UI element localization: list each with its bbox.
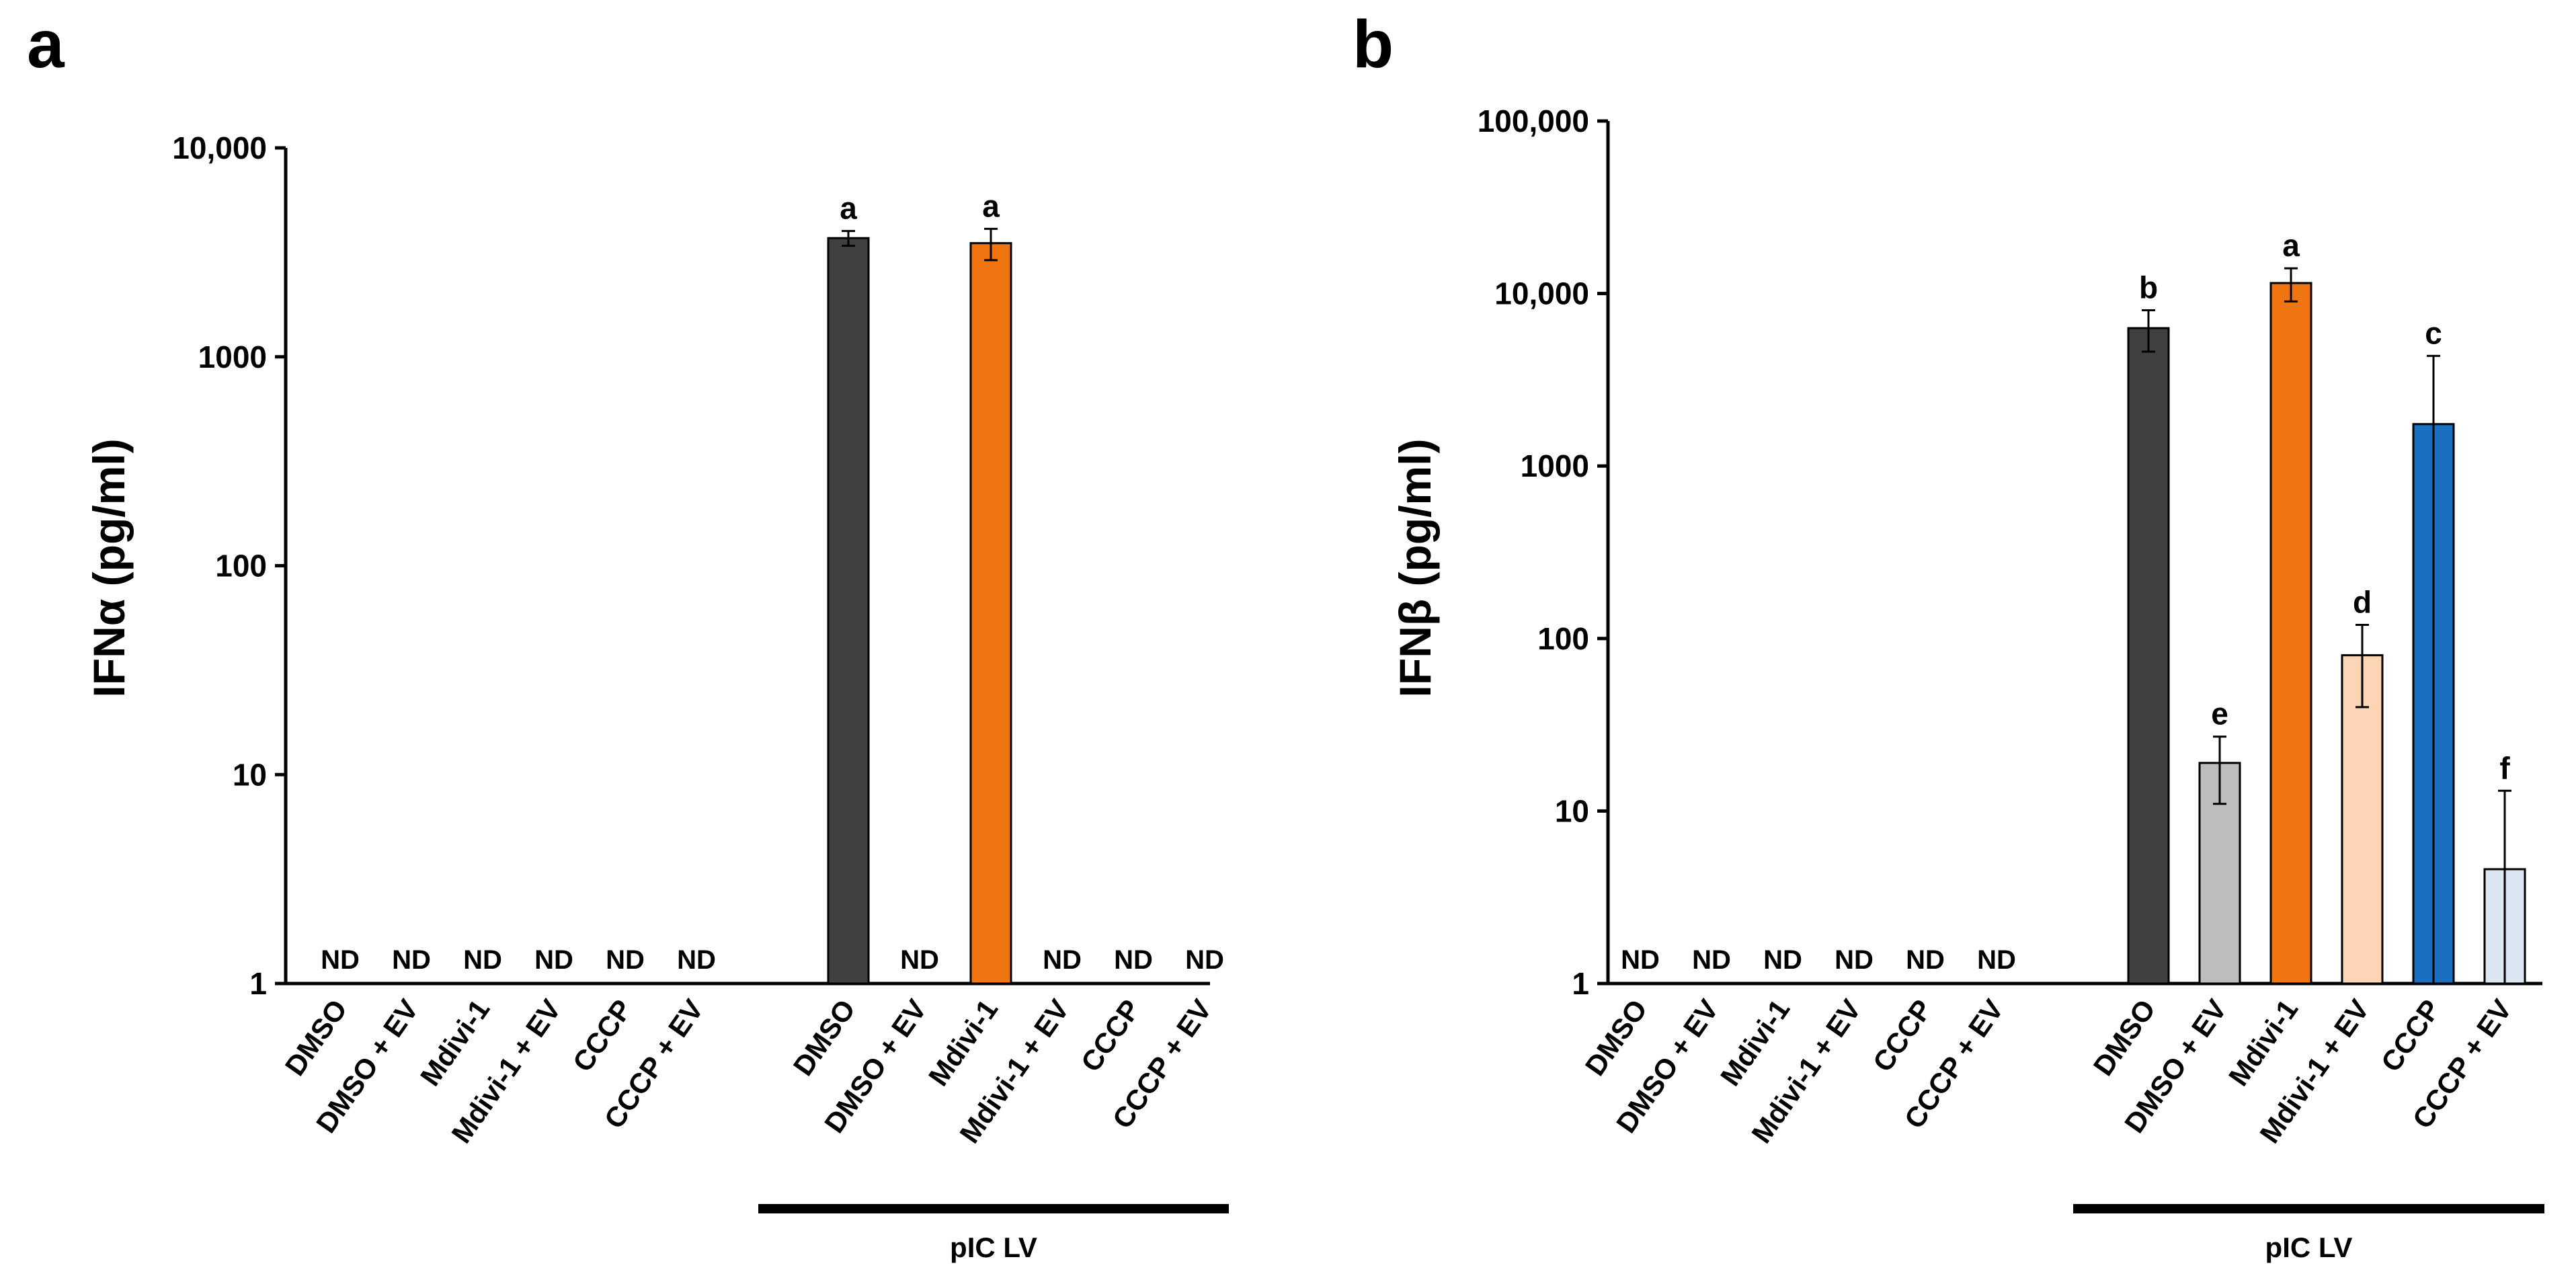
nd-label: ND [1763, 945, 1802, 975]
nd-label: ND [1621, 945, 1660, 975]
nd-label: ND [463, 945, 502, 975]
significance-label: f [2499, 750, 2510, 785]
y-tick-label: 100,000 [1478, 104, 1589, 138]
y-tick-label: 100 [1537, 621, 1589, 656]
x-tick-label: DMSO [787, 994, 862, 1081]
y-axis-title: IFNα (pg/ml) [84, 438, 134, 697]
y-tick-label: 1000 [198, 339, 267, 374]
nd-label: ND [392, 945, 431, 975]
panel-letter: b [1353, 7, 1394, 82]
significance-label: a [982, 188, 1000, 223]
x-tick-label: DMSO [279, 994, 354, 1081]
significance-label: b [2139, 270, 2158, 305]
significance-label: a [840, 191, 857, 226]
x-tick-label: CCCP [1075, 994, 1147, 1077]
bar [969, 242, 1012, 985]
nd-label: ND [1692, 945, 1731, 975]
x-tick-label: DMSO [1579, 994, 1654, 1081]
nd-label: ND [1977, 945, 2016, 975]
y-tick-label: 10,000 [1494, 276, 1589, 311]
bar [2269, 282, 2312, 985]
nd-label: ND [1185, 945, 1224, 975]
significance-label: e [2211, 696, 2228, 731]
y-tick-label: 10 [233, 757, 267, 792]
nd-label: ND [677, 945, 716, 975]
bar [827, 237, 870, 985]
group-label: pIC LV [950, 1232, 1037, 1263]
nd-label: ND [1114, 945, 1153, 975]
nd-label: ND [1043, 945, 1082, 975]
y-tick-label: 100 [215, 549, 267, 584]
group-label: pIC LV [2265, 1232, 2353, 1263]
nd-label: ND [606, 945, 645, 975]
x-tick-label: CCCP [2375, 994, 2447, 1077]
y-tick-label: 10 [1555, 793, 1589, 828]
y-axis-title: IFNβ (pg/ml) [1390, 439, 1440, 698]
significance-label: d [2353, 584, 2372, 619]
nd-label: ND [900, 945, 939, 975]
y-tick-label: 10,000 [172, 130, 267, 165]
nd-label: ND [1906, 945, 1945, 975]
y-tick-label: 1000 [1521, 448, 1589, 483]
y-tick-label: 1 [249, 966, 267, 1001]
nd-label: ND [534, 945, 573, 975]
bar [2341, 654, 2384, 985]
bar [2127, 327, 2170, 985]
x-tick-label: CCCP [567, 994, 639, 1077]
x-tick-label: DMSO [2087, 994, 2162, 1081]
nd-label: ND [1835, 945, 1874, 975]
y-tick-label: 1 [1572, 966, 1589, 1001]
panel-a: a 1 10 100 1000 10,000 IFNα (pg/ml) ND DMSO ND DMS… [27, 7, 1229, 1263]
x-tick-label: CCCP [1867, 994, 1939, 1077]
significance-label: a [2282, 228, 2300, 263]
nd-label: ND [321, 945, 360, 975]
panel-b: b 1 10 100 1000 10,000 100,000 IFNβ (pg/ml) ND DM… [1353, 7, 2544, 1263]
panel-letter: a [27, 7, 65, 82]
significance-label: c [2425, 315, 2442, 350]
